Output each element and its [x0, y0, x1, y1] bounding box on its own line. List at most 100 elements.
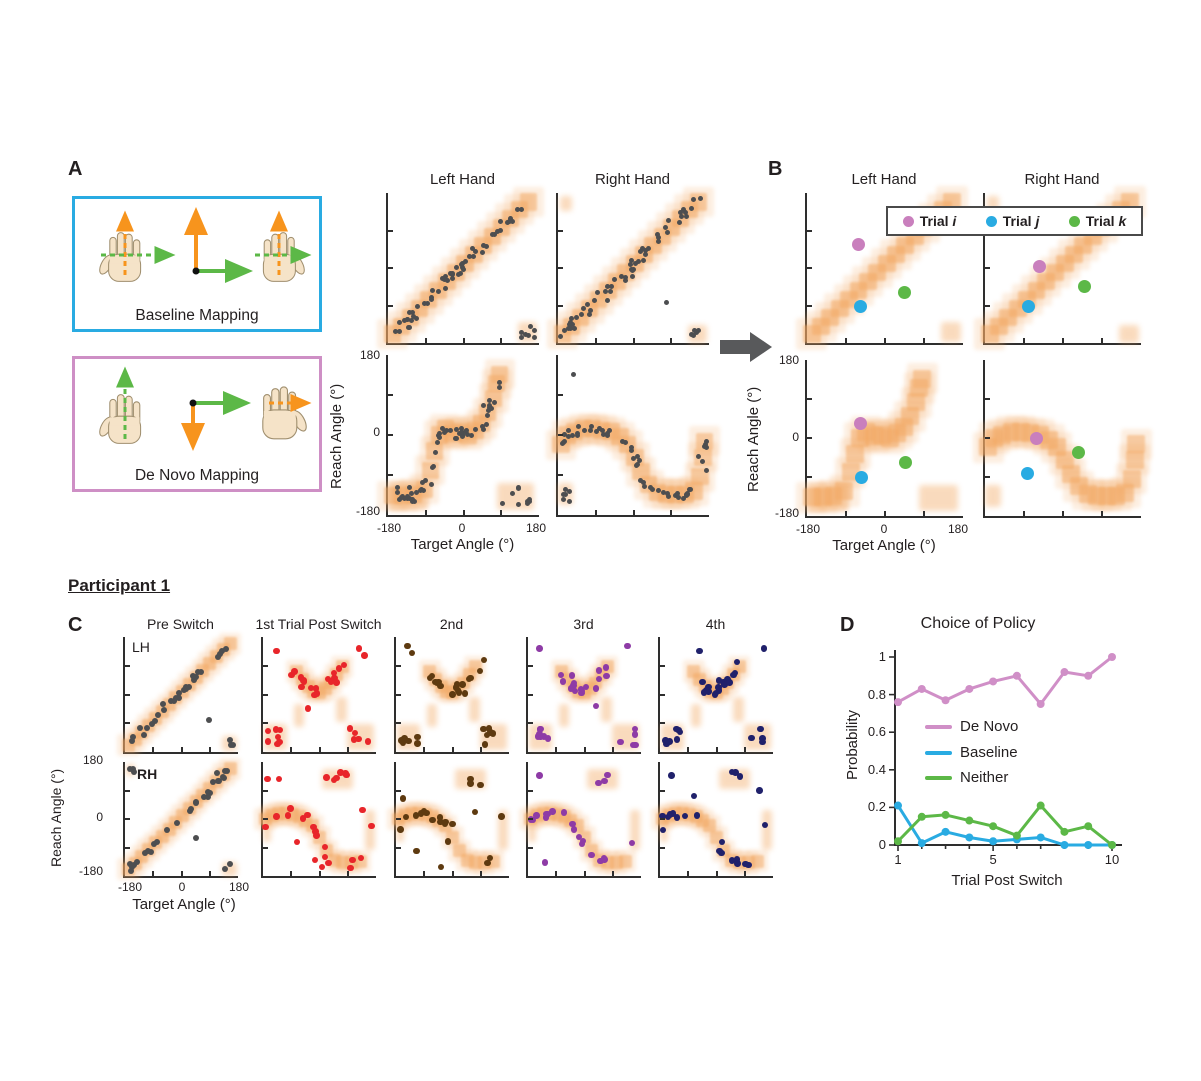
scatter-dot — [397, 826, 404, 833]
scatter-dot — [227, 737, 234, 743]
scatter-dot — [690, 792, 698, 800]
scatter-dot — [560, 809, 568, 816]
scatter-dot — [219, 774, 226, 781]
scatter-dot — [484, 413, 490, 419]
scatter-dot — [712, 689, 720, 697]
heat-cell — [835, 482, 854, 500]
scatter-dot — [230, 741, 237, 748]
scatter-dot — [321, 853, 329, 861]
scatter-dot — [205, 716, 212, 723]
scatter-dot — [589, 423, 595, 429]
heat-cell — [913, 369, 932, 388]
axis-tick — [396, 722, 401, 725]
scatter-dot — [331, 674, 338, 682]
scatter-dot — [533, 812, 540, 819]
scatter-dot — [273, 647, 280, 655]
scatter-dot — [418, 487, 424, 493]
scatter-dot — [607, 428, 613, 434]
scatter-dot — [193, 800, 200, 807]
c-plot-rh-4th — [650, 762, 773, 878]
scatter-dot — [603, 672, 610, 680]
scatter-dot — [678, 209, 684, 215]
axis-tick — [479, 871, 482, 876]
axis-tick — [1023, 338, 1025, 343]
axis-tick — [923, 511, 925, 516]
scatter-dot — [433, 450, 439, 456]
a-ytick-0: 0 — [373, 425, 380, 439]
c-plot-lh-pre-switch: LH — [117, 632, 242, 757]
scatter-dot — [129, 733, 136, 740]
scatter-dot — [273, 813, 280, 820]
scatter-dot — [699, 678, 706, 686]
scatter-dot — [455, 271, 461, 277]
a-ylabel: Reach Angle (°) — [328, 383, 345, 489]
d-ytick-0: 0 — [878, 837, 886, 852]
c-xlabel: Target Angle (°) — [132, 896, 236, 913]
axis-tick — [670, 510, 673, 515]
scatter-dot — [499, 501, 505, 507]
c-xtick-neg180: -180 — [117, 880, 143, 894]
scatter-dot — [479, 424, 485, 430]
scatter-dot — [694, 329, 700, 335]
scatter-dot — [412, 812, 420, 819]
heat-block — [558, 703, 569, 727]
b-right-hand-title: Right Hand — [1024, 171, 1100, 188]
scatter-dot — [684, 492, 690, 498]
scatter-dot — [565, 434, 571, 440]
scatter-dot — [444, 838, 452, 845]
scatter-dot — [175, 689, 182, 696]
scatter-dot — [201, 794, 208, 801]
scatter-dot — [1029, 431, 1043, 445]
axis-tick — [715, 871, 718, 876]
legend-series-label: Neither — [960, 769, 1009, 786]
scatter-dot — [562, 438, 568, 444]
scatter-dot — [622, 277, 628, 283]
scatter-dot — [642, 252, 648, 258]
scatter-dot — [1072, 445, 1086, 459]
scatter-dot — [665, 491, 671, 497]
scatter-dot — [629, 258, 635, 264]
heat-cell — [1055, 450, 1074, 469]
scatter-dot — [526, 496, 532, 502]
scatter-dot — [567, 685, 575, 692]
scatter-dot — [757, 725, 764, 733]
axis-tick — [125, 693, 130, 696]
scatter-dot — [483, 421, 489, 427]
scatter-dot — [333, 679, 340, 686]
scatter-dot — [704, 444, 710, 450]
axis-tick — [660, 693, 665, 696]
scatter-dot — [465, 432, 471, 438]
scatter-dot — [634, 453, 640, 459]
lh-row-label: LH — [132, 639, 150, 655]
scatter-dot — [639, 246, 645, 252]
scatter-dot — [691, 332, 696, 338]
scatter-dot — [174, 820, 181, 827]
scatter-dot — [681, 812, 689, 820]
scatter-dot — [141, 732, 148, 739]
scatter-dot — [351, 729, 359, 737]
heat-block — [336, 696, 347, 723]
scatter-dot — [495, 229, 501, 235]
heat-cell — [618, 854, 632, 868]
scatter-dot — [437, 818, 444, 826]
scatter-dot — [487, 402, 493, 408]
scatter-dot — [642, 247, 648, 253]
scatter-dot — [507, 218, 513, 224]
scatter-dot — [193, 674, 200, 681]
axis-tick — [208, 871, 211, 876]
c-ytick-180: 180 — [82, 753, 103, 767]
scatter-dot — [480, 656, 488, 664]
denovo-mapping-box: De Novo Mapping — [72, 356, 322, 492]
c-col-title-4th: 4th — [705, 616, 726, 632]
scatter-dot — [291, 668, 298, 675]
scatter-dot — [444, 427, 450, 433]
c-plot-lh-1st — [261, 637, 376, 754]
scatter-dot — [467, 780, 474, 787]
scatter-dot — [406, 484, 412, 490]
scatter-dot — [570, 826, 578, 833]
scatter-dot — [299, 815, 307, 822]
a-xtick-neg180: -180 — [376, 521, 402, 535]
scatter-dot — [195, 669, 202, 676]
scatter-dot — [321, 843, 329, 851]
axis-tick — [462, 338, 465, 343]
